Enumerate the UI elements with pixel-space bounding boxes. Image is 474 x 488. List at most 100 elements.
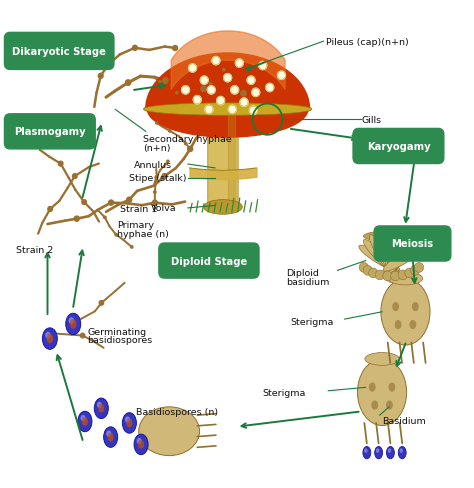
Circle shape	[201, 77, 208, 85]
Text: Gills: Gills	[362, 116, 382, 124]
Circle shape	[109, 201, 114, 206]
Ellipse shape	[381, 279, 430, 346]
Ellipse shape	[410, 320, 416, 329]
Circle shape	[277, 72, 285, 80]
Circle shape	[176, 92, 178, 95]
Circle shape	[189, 65, 197, 73]
Text: Primary: Primary	[117, 221, 154, 230]
Text: Strain 2: Strain 2	[16, 246, 53, 255]
Ellipse shape	[106, 430, 111, 437]
Text: Meiosis: Meiosis	[392, 239, 434, 249]
Text: Karyogamy: Karyogamy	[366, 142, 430, 152]
Text: Secondary hyphae: Secondary hyphae	[144, 135, 232, 144]
Circle shape	[188, 147, 192, 152]
Ellipse shape	[388, 272, 423, 285]
Circle shape	[224, 74, 232, 82]
Circle shape	[375, 270, 385, 280]
Ellipse shape	[97, 402, 102, 408]
Circle shape	[73, 174, 77, 179]
Text: Sterigma: Sterigma	[291, 317, 334, 326]
Circle shape	[154, 191, 156, 194]
Ellipse shape	[386, 231, 406, 282]
Ellipse shape	[376, 448, 379, 453]
Text: Dikaryotic Stage: Dikaryotic Stage	[12, 47, 106, 57]
Text: basidiospores: basidiospores	[87, 335, 153, 345]
Ellipse shape	[400, 448, 403, 453]
Circle shape	[266, 84, 274, 92]
Ellipse shape	[108, 433, 114, 442]
Text: Germinating: Germinating	[87, 327, 146, 336]
Circle shape	[184, 143, 187, 145]
Circle shape	[398, 270, 408, 280]
Circle shape	[212, 58, 220, 66]
Ellipse shape	[66, 314, 81, 335]
Circle shape	[182, 86, 190, 95]
Circle shape	[207, 86, 215, 95]
Text: Stipe (stalk): Stipe (stalk)	[129, 174, 187, 183]
Ellipse shape	[377, 231, 397, 282]
Circle shape	[359, 263, 369, 273]
Circle shape	[99, 301, 104, 305]
Circle shape	[217, 97, 225, 105]
Circle shape	[169, 130, 171, 133]
Ellipse shape	[395, 320, 401, 329]
Ellipse shape	[369, 383, 376, 392]
Text: hyphae (n): hyphae (n)	[117, 230, 169, 239]
Circle shape	[236, 60, 243, 68]
Text: Plasmogamy: Plasmogamy	[14, 127, 86, 137]
Circle shape	[155, 176, 158, 179]
Circle shape	[193, 96, 201, 104]
Circle shape	[104, 217, 106, 219]
FancyBboxPatch shape	[374, 226, 451, 262]
Circle shape	[58, 162, 63, 167]
Ellipse shape	[357, 359, 407, 426]
Circle shape	[210, 83, 212, 86]
Text: Annulus: Annulus	[134, 160, 172, 169]
Circle shape	[74, 217, 79, 222]
Circle shape	[259, 62, 267, 71]
Circle shape	[98, 74, 103, 79]
Ellipse shape	[369, 235, 398, 279]
Circle shape	[405, 268, 414, 278]
Ellipse shape	[388, 448, 391, 453]
Circle shape	[383, 271, 392, 281]
Circle shape	[410, 266, 419, 276]
Ellipse shape	[389, 383, 395, 392]
Ellipse shape	[70, 320, 76, 329]
Circle shape	[130, 246, 133, 249]
Ellipse shape	[383, 245, 424, 272]
FancyBboxPatch shape	[4, 115, 95, 150]
Circle shape	[414, 263, 424, 273]
Ellipse shape	[144, 103, 311, 116]
Circle shape	[241, 91, 246, 97]
FancyBboxPatch shape	[208, 110, 238, 212]
FancyBboxPatch shape	[353, 129, 444, 164]
Ellipse shape	[387, 230, 399, 283]
Ellipse shape	[46, 334, 53, 344]
Polygon shape	[146, 110, 310, 138]
Ellipse shape	[82, 417, 88, 426]
Circle shape	[127, 198, 132, 203]
Circle shape	[155, 177, 157, 179]
Circle shape	[152, 201, 157, 206]
Circle shape	[201, 87, 206, 92]
Ellipse shape	[134, 434, 148, 455]
FancyBboxPatch shape	[159, 244, 259, 279]
Circle shape	[231, 86, 238, 95]
Circle shape	[205, 106, 213, 114]
Ellipse shape	[384, 230, 396, 283]
Ellipse shape	[137, 438, 142, 444]
Ellipse shape	[94, 398, 109, 419]
Ellipse shape	[385, 235, 413, 279]
Circle shape	[162, 174, 167, 180]
Circle shape	[369, 268, 378, 278]
Circle shape	[240, 99, 248, 107]
Circle shape	[363, 266, 373, 276]
Circle shape	[126, 81, 131, 86]
Circle shape	[155, 122, 158, 125]
Ellipse shape	[364, 448, 367, 453]
Ellipse shape	[383, 240, 419, 275]
Ellipse shape	[359, 245, 400, 272]
Text: Diploid Stage: Diploid Stage	[171, 256, 247, 266]
Ellipse shape	[204, 200, 242, 215]
